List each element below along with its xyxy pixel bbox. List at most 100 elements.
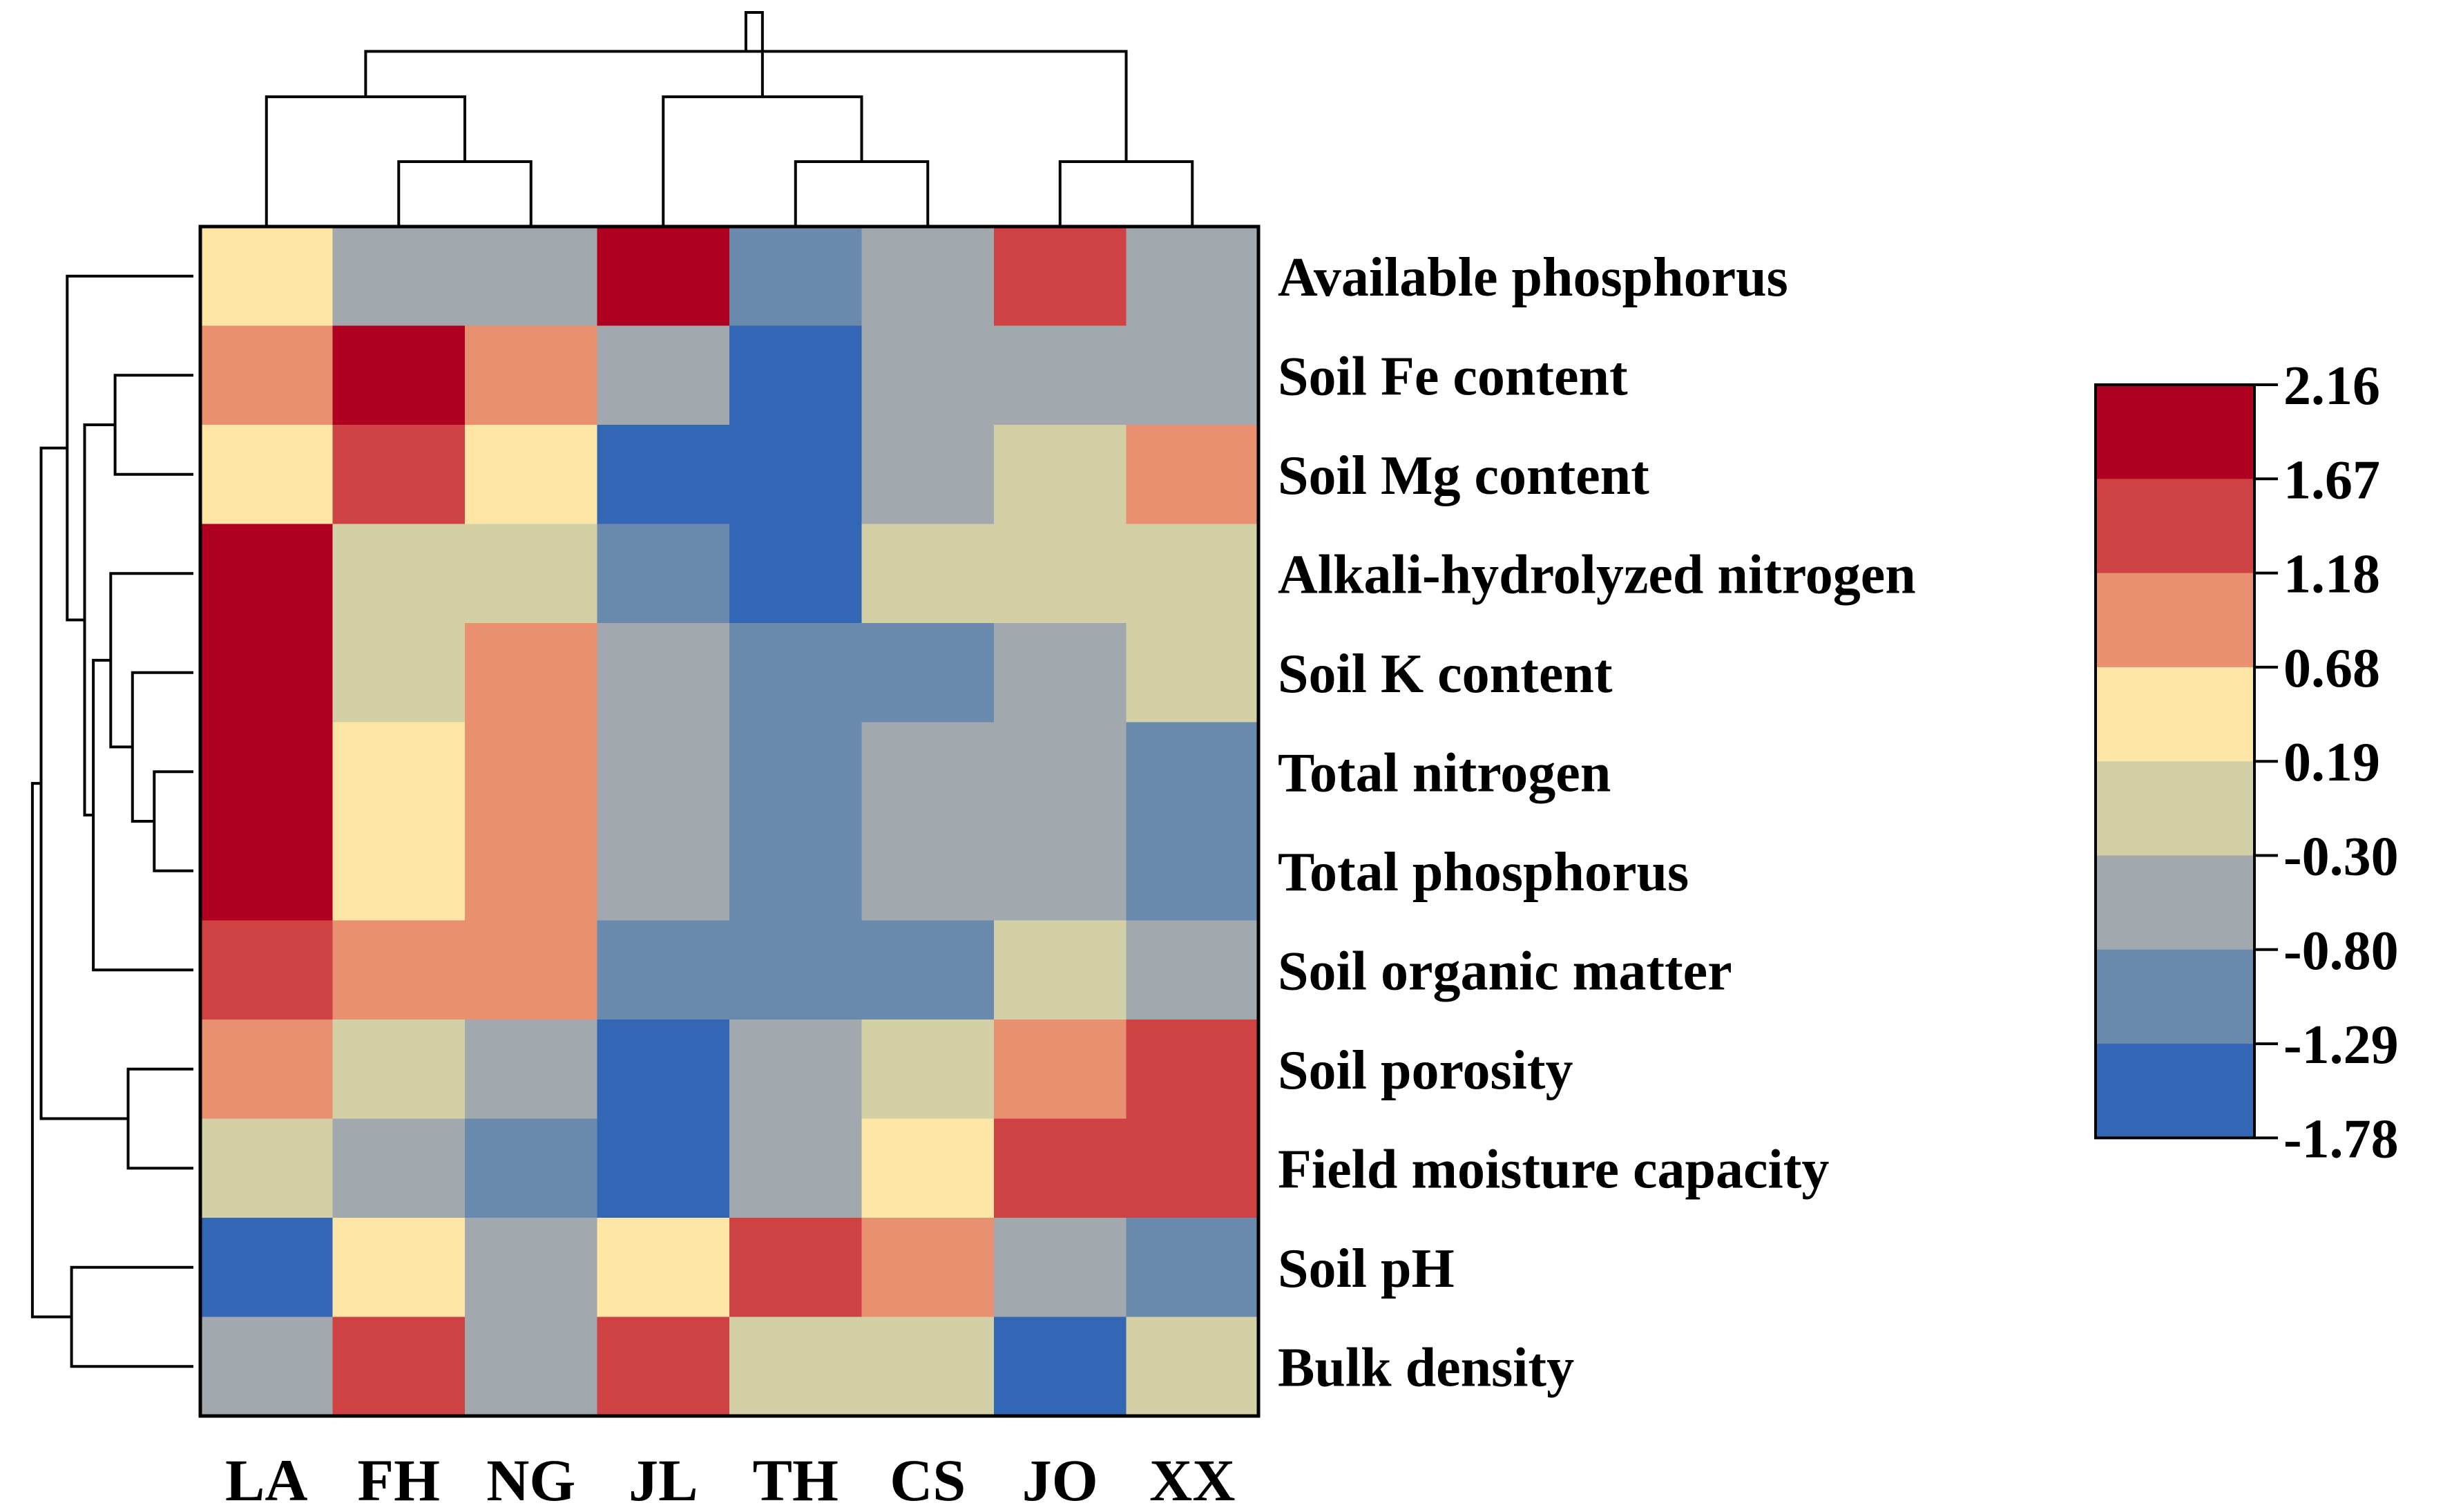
- column-label: CS: [890, 1447, 966, 1509]
- legend-label: -1.29: [2283, 1015, 2399, 1075]
- row-labels: Available phosphorus Soil Fe content Soil …: [1278, 247, 1916, 1399]
- heatmap-cell-jl-2: [597, 325, 730, 425]
- heatmap-cell-fh-8: [332, 920, 466, 1020]
- heatmap-cell-jl-4: [597, 524, 730, 624]
- heatmap-cell-xx-9: [1126, 1020, 1259, 1120]
- heatmap-cell-ng-1: [465, 227, 598, 327]
- heatmap-cell-jl-9: [597, 1020, 730, 1120]
- legend-swatch: [2096, 1044, 2254, 1139]
- heatmap-cell-th-7: [729, 821, 863, 921]
- heatmap-cell-la-3: [200, 425, 334, 525]
- row-label: Soil Fe content: [1278, 346, 1628, 407]
- legend-swatch: [2096, 949, 2254, 1044]
- heatmap-cell-fh-1: [332, 227, 466, 327]
- heatmap-cell-th-4: [729, 524, 863, 624]
- heatmap-cell-jl-3: [597, 425, 730, 525]
- heatmap-cell-xx-6: [1126, 722, 1259, 822]
- legend-label: 2.16: [2283, 356, 2380, 417]
- column-label: NG: [486, 1447, 575, 1509]
- heatmap-cell-th-9: [729, 1020, 863, 1120]
- heatmap-cell-jo-5: [994, 623, 1127, 723]
- heatmap-cell-jl-10: [597, 1118, 730, 1218]
- heatmap-cell-jl-7: [597, 821, 730, 921]
- heatmap-cell-fh-6: [332, 722, 466, 822]
- heatmap-cells: [200, 227, 1259, 1417]
- heatmap-cell-cs-12: [861, 1317, 995, 1417]
- heatmap-cell-cs-11: [861, 1218, 995, 1318]
- heatmap-cell-jl-5: [597, 623, 730, 723]
- column-label: TH: [753, 1447, 839, 1509]
- legend-swatch: [2096, 761, 2254, 857]
- row-label: Bulk density: [1278, 1337, 1574, 1398]
- color-legend: 2.16 1.67 1.18 0.68 0.19 -0.30 -0.80 -1.29 -1.78: [2094, 356, 2399, 1169]
- column-label: LA: [225, 1447, 307, 1509]
- row-label: Soil porosity: [1278, 1040, 1573, 1101]
- heatmap-cell-xx-1: [1126, 227, 1259, 327]
- column-dendrogram-link-6: [364, 50, 1128, 162]
- column-dendrogram-link-3: [1058, 160, 1194, 227]
- heatmap-cell-ng-2: [465, 325, 598, 425]
- heatmap-cell-cs-5: [861, 623, 995, 723]
- row-dendrogram-link-2: [131, 671, 193, 823]
- legend-label: -1.78: [2283, 1109, 2399, 1169]
- heatmap-cell-ng-4: [465, 524, 598, 624]
- heatmap-cell-th-12: [729, 1317, 863, 1417]
- row-dendrogram-link-6: [70, 1265, 193, 1368]
- heatmap-cell-fh-5: [332, 623, 466, 723]
- heatmap-cell-fh-11: [332, 1218, 466, 1318]
- heatmap-cell-ng-11: [465, 1218, 598, 1318]
- row-dendrogram-link-1: [153, 770, 193, 872]
- heatmap-cell-cs-8: [861, 920, 995, 1020]
- legend-swatch: [2096, 667, 2254, 762]
- heatmap-cell-fh-12: [332, 1317, 466, 1417]
- column-label: XX: [1149, 1447, 1235, 1509]
- row-dendrogram-link-9: [66, 274, 193, 622]
- heatmap-cell-jo-9: [994, 1020, 1127, 1120]
- heatmap-cell-jo-4: [994, 524, 1127, 624]
- heatmap-cell-cs-3: [861, 425, 995, 525]
- heatmap-cell-ng-7: [465, 821, 598, 921]
- heatmap-cell-jo-3: [994, 425, 1127, 525]
- heatmap-cell-jl-12: [597, 1317, 730, 1417]
- heatmap-cell-jo-8: [994, 920, 1127, 1020]
- row-dendrogram-link-4: [113, 374, 193, 476]
- column-labels: LA FH NG JL TH CS JO XX: [225, 1447, 1235, 1512]
- heatmap-cell-la-2: [200, 325, 334, 425]
- row-label: Total phosphorus: [1278, 842, 1689, 903]
- heatmap-cell-jl-1: [597, 227, 730, 327]
- row-label: Soil Mg content: [1278, 446, 1649, 506]
- heatmap-cell-la-8: [200, 920, 334, 1020]
- heatmap-cell-fh-9: [332, 1020, 466, 1120]
- row-label: Total nitrogen: [1278, 743, 1611, 803]
- heatmap-cell-xx-5: [1126, 623, 1259, 723]
- heatmap-cell-cs-2: [861, 325, 995, 425]
- heatmap-cell-la-11: [200, 1218, 334, 1318]
- heatmap-cell-th-6: [729, 722, 863, 822]
- row-label: Soil K content: [1278, 644, 1613, 705]
- heatmap-cell-jo-7: [994, 821, 1127, 921]
- legend-label: -0.30: [2283, 827, 2399, 888]
- column-label: FH: [358, 1447, 440, 1509]
- column-label: JO: [1022, 1447, 1098, 1509]
- heatmap-cell-cs-10: [861, 1118, 995, 1218]
- heatmap-cell-th-8: [729, 920, 863, 1020]
- heatmap-cell-xx-8: [1126, 920, 1259, 1020]
- heatmap-cell-ng-3: [465, 425, 598, 525]
- heatmap-cell-th-1: [729, 227, 863, 327]
- row-label: Soil organic matter: [1278, 941, 1732, 1002]
- column-dendrogram-link-2: [794, 160, 930, 227]
- row-label: Field moisture capacity: [1278, 1139, 1829, 1200]
- heatmap-cell-cs-7: [861, 821, 995, 921]
- row-dendrogram-link-3: [109, 572, 193, 749]
- heatmap-cell-xx-3: [1126, 425, 1259, 525]
- heatmap-cell-jo-6: [994, 722, 1127, 822]
- column-dendrogram-link-7: [744, 11, 764, 97]
- legend-label: 1.67: [2283, 450, 2380, 510]
- heatmap-cell-th-3: [729, 425, 863, 525]
- heatmap-cell-cs-9: [861, 1020, 995, 1120]
- legend-label: 1.18: [2283, 544, 2380, 605]
- heatmap-cell-xx-4: [1126, 524, 1259, 624]
- heatmap-cell-la-10: [200, 1118, 334, 1218]
